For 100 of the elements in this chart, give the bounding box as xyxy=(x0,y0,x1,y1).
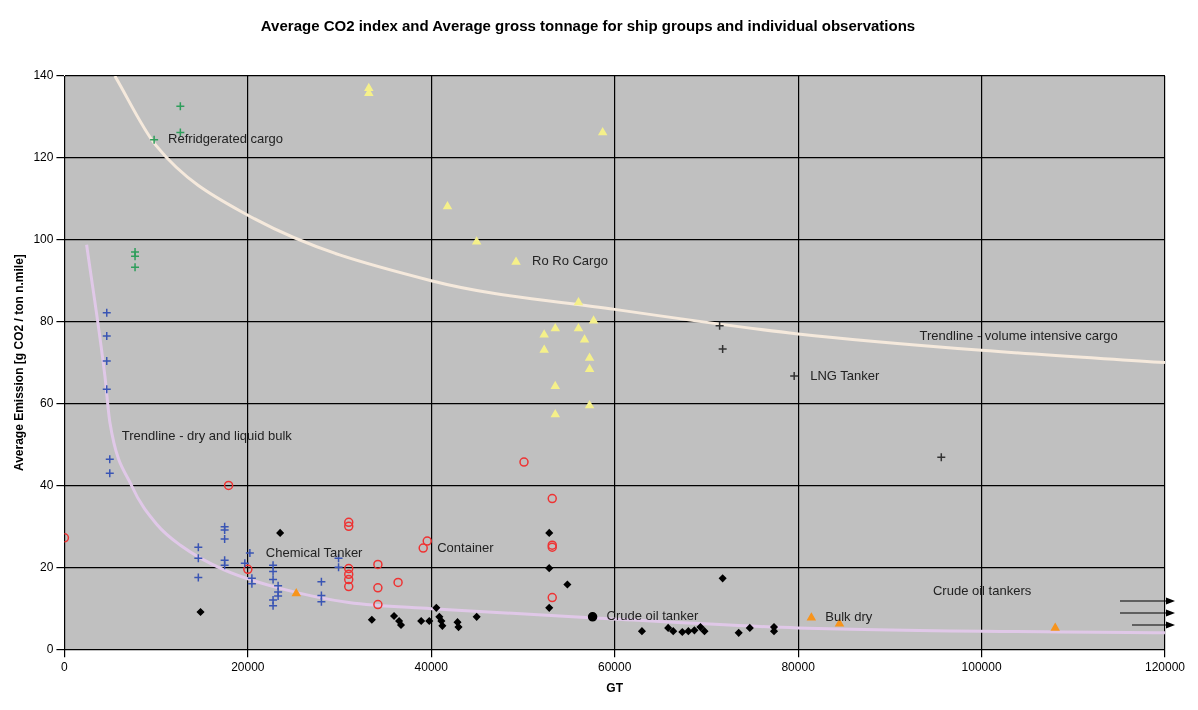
point xyxy=(432,604,441,612)
point xyxy=(574,323,583,332)
y-tick-label: 120 xyxy=(33,150,54,165)
point xyxy=(580,334,589,343)
point xyxy=(425,617,434,625)
point xyxy=(243,564,253,575)
point xyxy=(223,480,234,491)
chart-title: Average CO2 index and Average gross tonnage for ship groups and individual observations xyxy=(260,17,916,35)
point xyxy=(438,622,447,630)
point xyxy=(545,564,553,572)
annotation: Trendline - volume intensive cargo xyxy=(919,327,1118,343)
point xyxy=(551,409,560,418)
point xyxy=(539,345,549,353)
point xyxy=(678,628,687,636)
point xyxy=(373,599,383,610)
point xyxy=(102,331,112,341)
y-tick-label: 60 xyxy=(40,395,54,410)
point xyxy=(240,558,250,568)
point xyxy=(397,621,405,629)
x-tick-label: 80000 xyxy=(781,659,816,674)
point xyxy=(734,629,743,637)
point xyxy=(422,536,432,546)
point xyxy=(700,627,709,635)
point xyxy=(102,356,112,366)
y-tick-label: 0 xyxy=(46,641,54,656)
point xyxy=(149,135,159,145)
point xyxy=(418,543,428,553)
y-tick-label: 100 xyxy=(33,232,54,247)
point xyxy=(718,574,727,583)
point xyxy=(105,454,115,464)
point xyxy=(587,612,598,622)
y-tick-label: 140 xyxy=(33,68,54,83)
y-tick-label: 80 xyxy=(40,313,54,328)
point xyxy=(585,364,594,372)
point xyxy=(547,592,557,603)
point xyxy=(373,559,383,570)
point xyxy=(196,608,205,616)
annotation: Ro Ro Cargo xyxy=(532,253,608,269)
y-tick-label: 20 xyxy=(40,559,54,574)
point xyxy=(598,127,607,136)
point xyxy=(807,612,816,621)
point xyxy=(746,624,754,632)
point xyxy=(343,517,354,528)
x-tick-label: 0 xyxy=(61,659,69,674)
x-tick-label: 20000 xyxy=(231,659,265,674)
point xyxy=(343,563,354,574)
point xyxy=(130,251,140,261)
point xyxy=(638,627,646,635)
point xyxy=(343,574,354,585)
point xyxy=(268,566,278,577)
point xyxy=(268,601,278,611)
point xyxy=(373,583,383,593)
annotation: Bulk dry xyxy=(825,609,873,625)
x-axis-title: GT xyxy=(606,681,624,696)
line-series xyxy=(85,243,1165,635)
point xyxy=(789,371,799,381)
point xyxy=(292,588,301,597)
point xyxy=(454,623,463,631)
point xyxy=(219,534,230,544)
point xyxy=(545,604,553,612)
point xyxy=(545,529,553,537)
point xyxy=(585,353,594,361)
point xyxy=(417,617,425,625)
point xyxy=(343,581,354,592)
x-tick-label: 100000 xyxy=(961,659,1002,674)
point xyxy=(437,617,446,625)
point xyxy=(547,493,557,504)
annotation: Crude oil tanker xyxy=(606,608,700,624)
point xyxy=(551,381,560,390)
point xyxy=(585,400,594,409)
point xyxy=(519,457,529,467)
y-axis-title: Average Emission [g CO2 / ton n.mile] xyxy=(11,254,26,472)
point xyxy=(276,529,284,537)
point xyxy=(696,623,705,631)
point xyxy=(669,627,677,635)
x-tick-label: 60000 xyxy=(598,659,632,674)
point xyxy=(690,626,699,635)
point xyxy=(105,468,115,478)
point xyxy=(936,452,947,462)
point xyxy=(511,257,521,265)
point xyxy=(273,591,283,601)
point xyxy=(268,595,278,605)
point xyxy=(1050,623,1060,631)
line-series xyxy=(113,76,1165,365)
annotation: Chemical Tanker xyxy=(265,544,364,560)
point xyxy=(343,569,354,580)
point xyxy=(472,613,481,621)
annotation: Refridgerated cargo xyxy=(168,131,284,147)
point xyxy=(714,321,725,331)
point xyxy=(717,344,728,354)
x-tick-label: 40000 xyxy=(414,659,449,674)
point xyxy=(664,624,672,632)
point xyxy=(390,612,398,620)
x-tick-label: 120000 xyxy=(1144,659,1186,674)
point xyxy=(364,83,374,92)
point xyxy=(130,262,140,272)
point xyxy=(102,384,112,394)
point xyxy=(393,577,403,588)
point xyxy=(574,297,583,306)
y-tick-label: 40 xyxy=(40,477,54,492)
